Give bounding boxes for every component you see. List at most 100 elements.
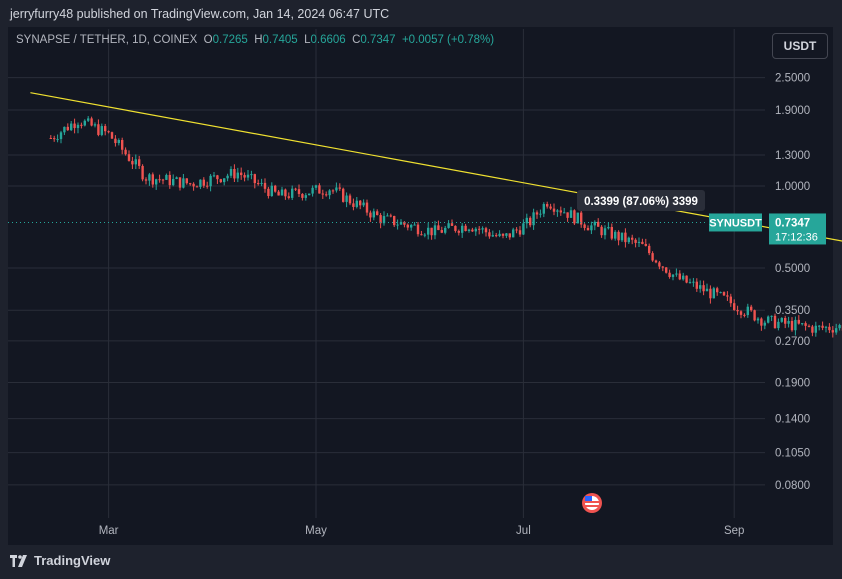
candle-body bbox=[593, 221, 596, 226]
candle-body bbox=[733, 303, 736, 310]
candle-body bbox=[263, 182, 267, 189]
candle-body bbox=[331, 190, 335, 192]
candle bbox=[274, 184, 277, 193]
candle bbox=[308, 193, 311, 196]
candle-body bbox=[563, 212, 566, 214]
low-label: L bbox=[304, 34, 311, 46]
candle-body bbox=[233, 168, 236, 179]
open-value: 0.7265 bbox=[212, 34, 248, 46]
candle-body bbox=[780, 318, 783, 322]
candle-body bbox=[671, 274, 675, 277]
candle bbox=[114, 135, 117, 147]
candle bbox=[671, 274, 675, 281]
candle bbox=[535, 210, 539, 219]
candle bbox=[739, 310, 743, 319]
candle bbox=[760, 317, 763, 331]
candle bbox=[87, 116, 90, 122]
candle-body bbox=[716, 288, 719, 293]
candle bbox=[433, 220, 437, 240]
candle-body bbox=[161, 179, 165, 181]
close-label: C bbox=[352, 34, 361, 46]
candle-body bbox=[236, 172, 239, 179]
candle-body bbox=[444, 227, 447, 233]
candle bbox=[212, 171, 216, 178]
candle-body bbox=[709, 288, 712, 299]
candle-body bbox=[631, 237, 634, 240]
candle-body bbox=[685, 275, 688, 283]
candle bbox=[736, 305, 739, 315]
candle-body bbox=[291, 188, 294, 198]
candle-body bbox=[104, 126, 107, 132]
candle bbox=[382, 211, 386, 226]
candle-body bbox=[423, 234, 426, 236]
candle-body bbox=[821, 325, 824, 328]
price-tick-label: 1.3000 bbox=[775, 150, 810, 162]
candle-body bbox=[328, 190, 331, 196]
candle-body bbox=[515, 229, 518, 231]
candle bbox=[199, 179, 202, 190]
candle bbox=[172, 174, 175, 187]
candle bbox=[753, 309, 756, 322]
candle bbox=[552, 203, 556, 216]
candle-body bbox=[56, 139, 59, 141]
candle bbox=[580, 209, 583, 228]
candle-body bbox=[644, 244, 647, 246]
candle bbox=[549, 203, 552, 210]
candle-body bbox=[345, 195, 348, 202]
candle-body bbox=[495, 235, 498, 237]
candle-body bbox=[168, 174, 171, 186]
candle bbox=[478, 226, 481, 235]
candle bbox=[226, 173, 229, 182]
candle bbox=[165, 173, 168, 181]
time-tick-label: Mar bbox=[99, 525, 119, 537]
candle bbox=[838, 323, 841, 331]
candle bbox=[784, 315, 787, 329]
candle bbox=[209, 174, 212, 192]
candle-body bbox=[624, 232, 627, 243]
candle bbox=[807, 324, 811, 328]
candle bbox=[348, 193, 352, 206]
currency-button[interactable]: USDT bbox=[772, 33, 828, 59]
candle-body bbox=[559, 210, 562, 213]
candle-body bbox=[556, 210, 559, 212]
candle bbox=[267, 186, 270, 199]
candle bbox=[331, 189, 335, 194]
event-flag-stripe bbox=[585, 501, 599, 503]
price-tag-bg bbox=[769, 213, 826, 245]
candle-body bbox=[695, 281, 698, 289]
candle-body bbox=[461, 225, 464, 233]
candle bbox=[144, 177, 148, 185]
candle-body bbox=[277, 191, 280, 196]
ticker-tag: SYNUSDT bbox=[709, 217, 762, 229]
candle bbox=[56, 134, 59, 143]
candle-body bbox=[784, 318, 787, 324]
candle-body bbox=[372, 211, 375, 218]
candle-body bbox=[614, 231, 617, 239]
candle-body bbox=[369, 212, 372, 218]
candle bbox=[185, 178, 188, 185]
candle bbox=[607, 222, 610, 230]
high-label: H bbox=[254, 34, 263, 46]
symbol-legend: SYNAPSE / TETHER, 1D, COINEX O0.7265 H0.… bbox=[16, 34, 494, 46]
candle bbox=[464, 223, 467, 232]
candle bbox=[824, 325, 828, 333]
candle bbox=[355, 196, 358, 209]
candle-body bbox=[736, 309, 739, 312]
candle-body bbox=[573, 210, 576, 224]
candle bbox=[682, 272, 685, 281]
candle-body bbox=[117, 140, 120, 144]
candle bbox=[801, 323, 804, 326]
candle-body bbox=[597, 221, 600, 227]
candle-body bbox=[355, 200, 358, 207]
candle-body bbox=[794, 319, 797, 331]
candle-body bbox=[212, 175, 216, 177]
candle-body bbox=[675, 273, 678, 275]
candle bbox=[386, 213, 389, 217]
candle-body bbox=[121, 140, 124, 150]
candle-body bbox=[226, 175, 229, 179]
candle bbox=[379, 213, 382, 229]
candle bbox=[529, 216, 532, 228]
candle-body bbox=[318, 185, 321, 194]
price-tick-label: 1.0000 bbox=[775, 181, 810, 193]
